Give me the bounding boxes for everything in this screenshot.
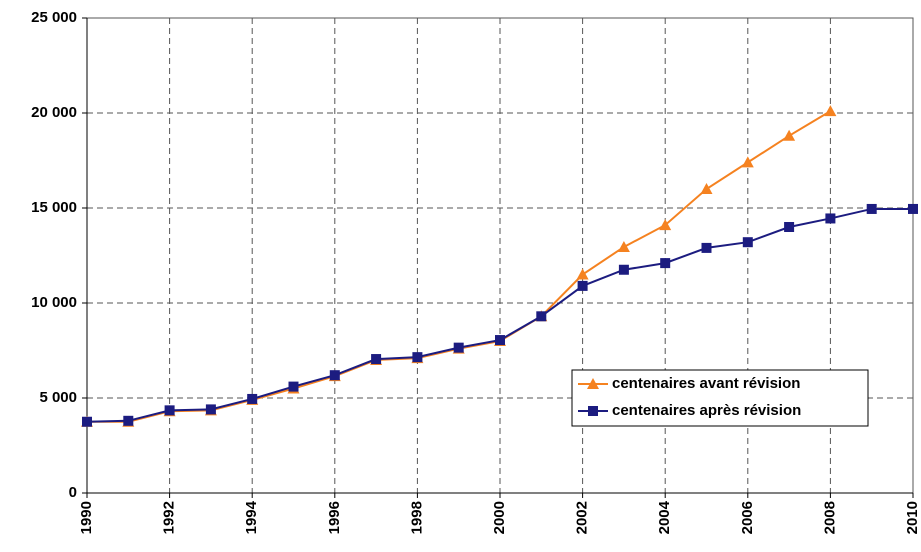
marker (824, 105, 837, 117)
x-tick-label: 1992 (161, 501, 178, 534)
marker (536, 311, 547, 322)
marker (164, 405, 175, 416)
x-tick-label: 1990 (78, 501, 95, 534)
legend-label: centenaires avant révision (612, 375, 800, 392)
legend-box (571, 369, 869, 427)
x-tick-label: 2008 (821, 501, 838, 534)
marker (783, 129, 796, 141)
marker (576, 268, 589, 280)
y-tick-label: 15 000 (31, 199, 77, 216)
x-tick-label: 2004 (656, 500, 673, 534)
marker (288, 381, 299, 392)
y-tick-label: 25 000 (31, 9, 77, 26)
marker (866, 203, 877, 214)
marker (700, 183, 713, 194)
legend-label: centenaires après révision (612, 402, 801, 419)
marker (329, 370, 340, 381)
y-tick-label: 0 (69, 484, 77, 501)
marker (617, 240, 630, 252)
marker (123, 415, 134, 426)
x-tick-label: 2010 (904, 501, 921, 534)
y-tick-label: 10 000 (31, 294, 77, 311)
y-tick-label: 20 000 (31, 104, 77, 121)
legend-marker (587, 378, 599, 389)
marker (247, 393, 258, 404)
y-tick-label: 5 000 (39, 389, 77, 406)
marker (659, 219, 672, 231)
marker (371, 354, 382, 365)
marker (412, 352, 423, 363)
x-tick-label: 1996 (326, 501, 343, 534)
x-tick-label: 2002 (574, 501, 591, 534)
marker (908, 203, 918, 214)
marker (618, 264, 629, 275)
x-tick-label: 1994 (243, 500, 260, 534)
marker (82, 416, 92, 427)
marker (741, 156, 754, 168)
x-tick-label: 2006 (739, 501, 756, 534)
marker (453, 342, 464, 353)
x-tick-label: 2000 (491, 501, 508, 534)
marker (660, 258, 671, 269)
marker (742, 237, 753, 248)
marker (205, 404, 216, 415)
x-tick-label: 1998 (408, 501, 425, 534)
marker (577, 280, 588, 291)
marker (495, 335, 505, 346)
marker (701, 242, 712, 253)
marker (825, 213, 836, 224)
legend-marker (588, 406, 598, 416)
marker (784, 222, 795, 232)
